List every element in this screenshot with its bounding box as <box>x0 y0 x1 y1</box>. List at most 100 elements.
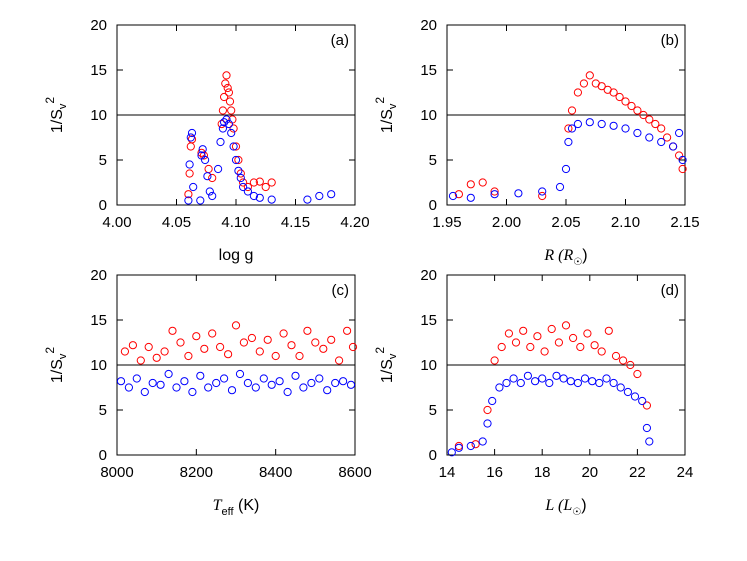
x-tick-label: 8400 <box>259 464 292 481</box>
blue-data-point <box>559 374 568 383</box>
red-data-point <box>547 324 556 334</box>
panel-a: 4.00 4.05 4.10 4.15 4.20 0 5 10 15 20 (a) log g 1… <box>43 17 370 264</box>
blue-data-point <box>259 374 268 383</box>
red-data-point <box>663 133 672 142</box>
panel-label: (c) <box>332 282 350 299</box>
x-axis-label: log g <box>219 247 254 264</box>
red-data-point <box>540 347 549 356</box>
y-tick-label: 15 <box>90 62 107 79</box>
blue-data-point <box>538 187 547 196</box>
blue-data-point <box>291 371 300 380</box>
y-tick-label: 15 <box>420 312 437 329</box>
y-tick-label: 10 <box>90 107 107 124</box>
blue-data-point <box>323 386 332 395</box>
blue-data-point <box>234 166 243 175</box>
red-data-point <box>642 401 651 410</box>
y-tick-label: 15 <box>90 312 107 329</box>
blue-data-point <box>580 374 590 383</box>
red-data-point <box>255 347 264 356</box>
blue-data-point <box>189 182 198 192</box>
blue-data-point <box>201 155 210 165</box>
red-data-point <box>335 356 344 365</box>
blue-data-point <box>227 128 236 138</box>
red-data-point <box>231 321 241 330</box>
panel-label: (b) <box>661 32 679 49</box>
y-tick-label: 20 <box>90 17 107 34</box>
x-axis-label: L (L☉) <box>544 497 586 518</box>
x-axis-label: R (R☉) <box>543 247 587 268</box>
blue-data-point <box>204 383 213 392</box>
x-axis-label: Teff (K) <box>213 497 260 518</box>
red-data-point <box>576 342 585 352</box>
blue-data-point <box>609 121 618 130</box>
red-data-point <box>221 79 230 88</box>
x-tick-label: 14 <box>439 464 456 481</box>
blue-data-point <box>597 119 606 129</box>
red-data-point <box>243 182 252 192</box>
red-data-point <box>295 351 304 361</box>
red-data-point <box>136 356 145 365</box>
blue-data-point <box>196 371 205 380</box>
red-data-point <box>343 326 352 335</box>
red-data-point <box>585 71 594 80</box>
blue-data-point <box>495 383 504 392</box>
blue-data-point <box>255 193 264 202</box>
red-data-point <box>583 329 592 338</box>
blue-data-point <box>514 189 523 198</box>
red-data-point <box>597 347 606 356</box>
red-data-point <box>483 405 492 415</box>
red-data-point <box>590 341 599 350</box>
blue-data-point <box>585 118 594 127</box>
red-data-point <box>454 441 463 451</box>
red-data-point <box>218 106 228 115</box>
blue-data-point <box>490 190 499 199</box>
blue-data-point <box>516 378 525 388</box>
red-data-point <box>216 342 225 352</box>
blue-data-point <box>205 187 214 196</box>
blue-data-point <box>523 371 533 380</box>
blue-data-point <box>267 380 276 389</box>
blue-data-point <box>243 187 252 196</box>
red-data-point <box>533 332 542 341</box>
x-tick-label: 16 <box>486 464 503 481</box>
blue-data-point <box>196 196 205 205</box>
x-tick-label: 2.10 <box>611 214 640 231</box>
red-data-point <box>208 173 217 183</box>
blue-data-point <box>564 137 573 147</box>
x-tick-label: 4.15 <box>281 214 310 231</box>
red-data-point <box>168 326 177 335</box>
y-axis-label: 1/Sv2 <box>373 97 399 134</box>
blue-data-point <box>249 191 258 201</box>
blue-data-point <box>566 377 575 386</box>
red-data-point <box>609 88 618 97</box>
blue-data-point <box>140 387 149 397</box>
panel-label: (a) <box>331 32 349 49</box>
x-tick-label: 4.05 <box>162 214 191 231</box>
red-data-point <box>186 142 195 151</box>
blue-data-point <box>243 378 252 388</box>
x-tick-label: 8600 <box>338 464 371 481</box>
red-data-point <box>225 97 235 106</box>
red-data-point <box>561 321 571 330</box>
blue-data-point <box>483 419 492 428</box>
red-data-point <box>633 106 642 115</box>
red-data-point <box>619 356 628 365</box>
x-tick-label: 4.10 <box>221 214 250 231</box>
blue-data-point <box>555 182 565 192</box>
red-data-point <box>223 83 232 93</box>
red-data-point <box>263 335 272 344</box>
blue-data-point <box>164 369 173 379</box>
red-data-point <box>645 115 654 124</box>
red-data-point <box>678 164 687 174</box>
red-data-point <box>261 182 270 192</box>
blue-data-point <box>267 195 276 204</box>
blue-data-point <box>331 378 340 388</box>
x-tick-label: 4.20 <box>340 214 369 231</box>
blue-data-point <box>239 182 248 192</box>
red-data-point <box>187 135 197 144</box>
red-data-point <box>184 351 193 361</box>
blue-data-point <box>623 387 632 397</box>
blue-data-point <box>531 377 540 386</box>
blue-data-point <box>227 386 237 395</box>
